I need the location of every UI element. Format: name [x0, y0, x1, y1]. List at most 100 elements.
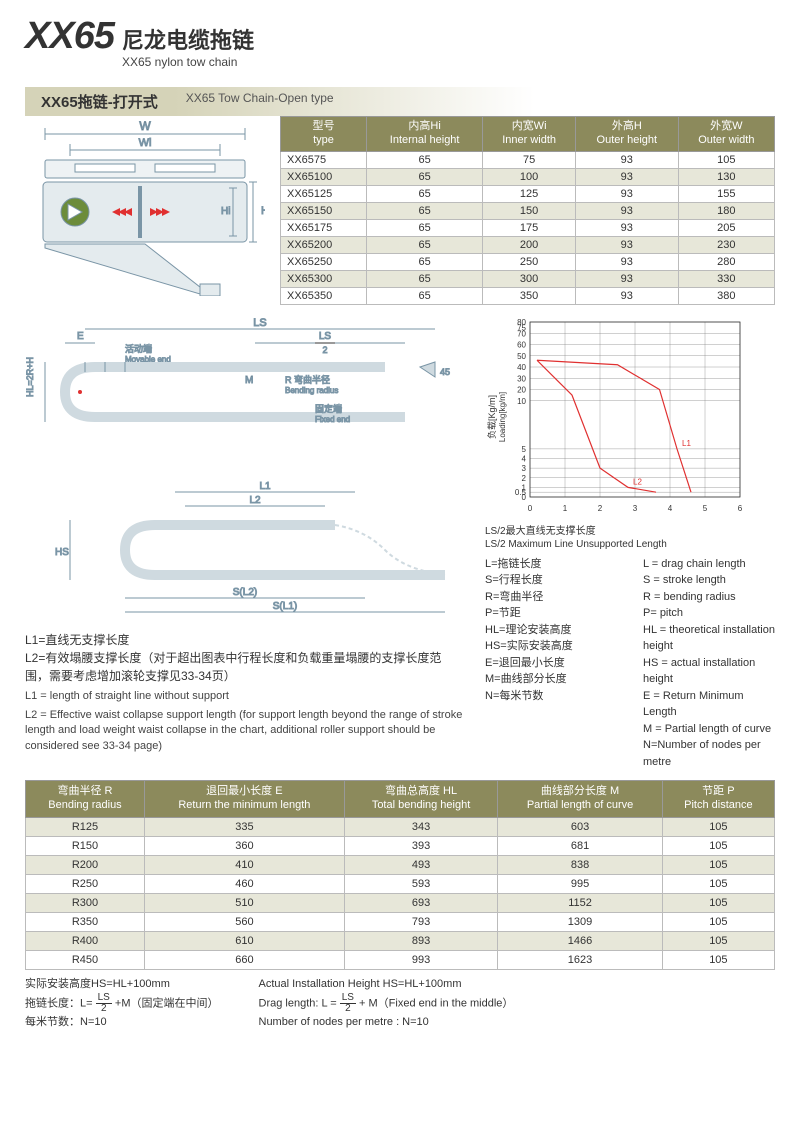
section-header: XX65拖链-打开式 XX65 Tow Chain-Open type — [25, 87, 775, 116]
svg-text:3: 3 — [522, 464, 527, 473]
l1-l2-notes: L1=直线无支撑长度 L2=有效塌腰支撑长度（对于超出图表中行程长度和负载重量塌… — [25, 631, 465, 755]
svg-text:Loading[kg/m]: Loading[kg/m] — [498, 391, 507, 441]
table-row: R3005106931152105 — [26, 893, 775, 912]
cross-section-diagram: W Wi — [25, 116, 265, 296]
def-cn: N=每米节数 — [485, 688, 625, 705]
table-row: XX651506515093180 — [281, 202, 775, 219]
table-row: R150360393681105 — [26, 836, 775, 855]
svg-text:L2: L2 — [249, 495, 261, 506]
svg-text:2: 2 — [322, 345, 327, 355]
svg-text:70: 70 — [517, 329, 526, 338]
def-en: S = stroke length — [643, 572, 775, 589]
svg-text:40: 40 — [517, 363, 526, 372]
svg-text:60: 60 — [517, 340, 526, 349]
footer-formulas: 实际安装高度HS=HL+100mm 拖链长度：L= LS2 +M（固定端在中间）… — [25, 976, 775, 1032]
table-header: 弯曲半径 RBending radius — [26, 781, 145, 818]
svg-text:5: 5 — [522, 444, 527, 453]
drag-formula-cn: 拖链长度：L= LS2 +M（固定端在中间） — [25, 993, 219, 1014]
svg-text:W: W — [139, 119, 151, 133]
hs-formula-cn: 实际安装高度HS=HL+100mm — [25, 976, 219, 994]
svg-text:固定端: 固定端 — [315, 403, 342, 414]
svg-text:10: 10 — [517, 396, 526, 405]
svg-text:0: 0 — [522, 493, 527, 502]
svg-text:活动端: 活动端 — [125, 343, 152, 354]
svg-text:HL=2R+H: HL=2R+H — [25, 356, 35, 396]
svg-text:1: 1 — [563, 504, 568, 513]
definitions: L=拖链长度S=行程长度R=弯曲半径P=节距HL=理论安装高度HS=实际安装高度… — [485, 556, 775, 771]
def-cn: R=弯曲半径 — [485, 589, 625, 606]
table-row: XX6575657593105 — [281, 151, 775, 168]
def-cn: P=节距 — [485, 605, 625, 622]
svg-text:S(L1): S(L1) — [273, 601, 297, 612]
svg-text:2: 2 — [522, 473, 527, 482]
svg-text:负载[Kg/m]: 负载[Kg/m] — [486, 394, 497, 438]
table-row: R3505607931309105 — [26, 912, 775, 931]
drag-formula-en: Drag length: L = LS2 + M（Fixed end in th… — [259, 993, 514, 1014]
table-row: XX653506535093380 — [281, 287, 775, 304]
svg-text:45: 45 — [440, 367, 450, 377]
table-row: R4506609931623105 — [26, 950, 775, 969]
table-header: 弯曲总高度 HLTotal bending height — [344, 781, 498, 818]
def-en: E = Return Minimum Length — [643, 688, 775, 721]
l1-note-en: L1 = length of straight line without sup… — [25, 689, 465, 704]
svg-text:Wi: Wi — [139, 137, 152, 149]
def-cn: E=退回最小长度 — [485, 655, 625, 672]
table-row: XX651756517593205 — [281, 219, 775, 236]
table-row: XX652006520093230 — [281, 236, 775, 253]
table-row: XX651256512593155 — [281, 185, 775, 202]
svg-text:50: 50 — [517, 351, 526, 360]
table-row: XX652506525093280 — [281, 253, 775, 270]
l2-note-cn: L2=有效塌腰支撑长度（对于超出图表中行程长度和负载重量塌腰的支撑长度范围，需要… — [25, 649, 465, 685]
table-header: 节距 PPitch distance — [662, 781, 774, 818]
def-en: L = drag chain length — [643, 556, 775, 573]
svg-text:Hi: Hi — [221, 206, 230, 217]
n-formula-cn: 每米节数：N=10 — [25, 1014, 219, 1032]
def-en: R = bending radius — [643, 589, 775, 606]
svg-text:Bending radius: Bending radius — [285, 386, 338, 395]
table-header: 内高HiInternal height — [367, 117, 483, 152]
title-main: XX65 — [25, 15, 114, 58]
svg-text:R 弯曲半径: R 弯曲半径 — [285, 374, 330, 385]
svg-text:30: 30 — [517, 374, 526, 383]
svg-text:0: 0 — [528, 504, 533, 513]
page-title: XX65 尼龙电缆拖链 XX65 nylon tow chain — [25, 15, 775, 69]
table-row: R250460593995105 — [26, 874, 775, 893]
svg-text:L1: L1 — [259, 481, 271, 492]
svg-text:LS: LS — [319, 331, 332, 342]
def-cn: HS=实际安装高度 — [485, 638, 625, 655]
bending-table: 弯曲半径 RBending radius退回最小长度 EReturn the m… — [25, 780, 775, 970]
table-header: 内宽WiInner width — [483, 117, 576, 152]
def-en: HS = actual installation height — [643, 655, 775, 688]
section-cn: XX65拖链-打开式 — [25, 87, 174, 116]
section-en: XX65 Tow Chain-Open type — [174, 87, 775, 116]
svg-text:HS: HS — [55, 547, 69, 558]
l2-note-en: L2 = Effective waist collapse support le… — [25, 708, 465, 754]
svg-text:M: M — [245, 375, 253, 386]
chart-xlabel-cn: LS/2最大直线无支撑长度 — [485, 522, 775, 537]
table-header: 曲线部分长度 MPartial length of curve — [498, 781, 662, 818]
table-header: 外宽WOuter width — [678, 117, 774, 152]
table-row: R200410493838105 — [26, 855, 775, 874]
def-en: N=Number of nodes per metre — [643, 737, 775, 770]
def-cn: HL=理论安装高度 — [485, 622, 625, 639]
svg-text:2: 2 — [598, 504, 603, 513]
def-en: M = Partial length of curve — [643, 721, 775, 738]
table-row: R125335343603105 — [26, 817, 775, 836]
svg-text:L2: L2 — [633, 477, 642, 486]
svg-text:5: 5 — [703, 504, 708, 513]
svg-text:H: H — [261, 205, 265, 217]
def-cn: S=行程长度 — [485, 572, 625, 589]
dimensions-table: 型号type内高HiInternal height内宽WiInner width… — [280, 116, 775, 305]
table-row: XX651006510093130 — [281, 168, 775, 185]
chart-xlabel-en: LS/2 Maximum Line Unsupported Length — [485, 539, 775, 550]
svg-text:Fixed end: Fixed end — [315, 415, 350, 424]
hs-formula-en: Actual Installation Height HS=HL+100mm — [259, 976, 514, 994]
svg-text:E: E — [77, 331, 84, 342]
def-cn: M=曲线部分长度 — [485, 671, 625, 688]
svg-text:4: 4 — [668, 504, 673, 513]
n-formula-en: Number of nodes per metre : N=10 — [259, 1014, 514, 1032]
svg-text:20: 20 — [517, 385, 526, 394]
table-header: 退回最小长度 EReturn the minimum length — [144, 781, 344, 818]
def-en: P= pitch — [643, 605, 775, 622]
l1-note-cn: L1=直线无支撑长度 — [25, 631, 465, 649]
